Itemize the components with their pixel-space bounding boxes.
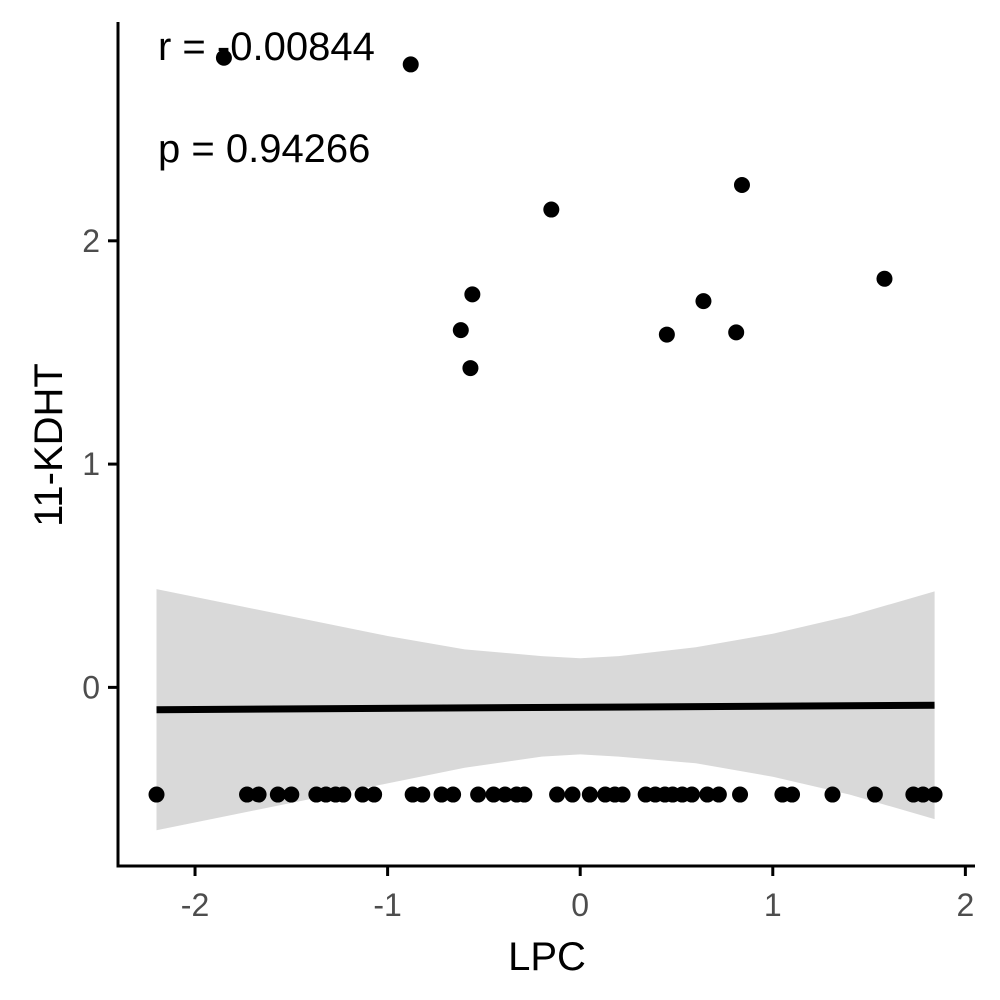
points-layer — [148, 49, 943, 803]
data-point — [915, 786, 932, 803]
data-point — [683, 786, 700, 803]
data-point — [710, 786, 727, 803]
data-point — [732, 786, 749, 803]
x-axis-title: LPC — [508, 935, 586, 979]
data-point — [250, 786, 267, 803]
fit-line-layer — [156, 701, 935, 714]
data-point — [462, 360, 479, 377]
data-point — [239, 786, 256, 803]
data-point — [695, 293, 712, 310]
data-point — [866, 786, 883, 803]
x-tick-label: -2 — [181, 887, 209, 923]
data-point — [354, 786, 371, 803]
data-point — [283, 786, 300, 803]
data-point — [464, 286, 481, 303]
data-point — [148, 786, 165, 803]
data-point — [366, 786, 383, 803]
data-point — [485, 786, 502, 803]
data-point — [581, 786, 598, 803]
data-point — [658, 326, 675, 343]
data-point — [876, 270, 893, 287]
x-tick-label: -1 — [373, 887, 401, 923]
x-tick-label: 0 — [571, 887, 589, 923]
data-point — [445, 786, 462, 803]
y-axis-title: 11-KDHT — [27, 363, 71, 527]
data-point — [402, 56, 419, 73]
data-point — [614, 786, 631, 803]
x-tick-label: 1 — [764, 887, 782, 923]
data-point — [516, 786, 533, 803]
data-point — [543, 201, 560, 218]
data-point — [497, 786, 514, 803]
data-point — [564, 786, 581, 803]
data-point — [699, 786, 716, 803]
y-tick-label: 2 — [82, 223, 100, 259]
data-point — [470, 786, 487, 803]
data-point — [414, 786, 431, 803]
data-point — [549, 786, 566, 803]
p-annotation: p = 0.94266 — [158, 127, 370, 171]
y-tick-label: 1 — [82, 446, 100, 482]
y-tick-label: 0 — [82, 669, 100, 705]
regression-line — [156, 701, 935, 714]
data-point — [926, 786, 943, 803]
data-point — [215, 49, 232, 66]
data-point — [824, 786, 841, 803]
axes-layer: -2 -1 0 1 2 0 1 2 — [82, 22, 975, 923]
data-point — [728, 324, 745, 341]
data-point — [733, 176, 750, 193]
data-point — [784, 786, 801, 803]
x-tick-label: 2 — [956, 887, 974, 923]
data-point — [335, 786, 352, 803]
data-point — [433, 786, 450, 803]
data-point — [452, 322, 469, 339]
r-annotation: r = -0.00844 — [158, 25, 375, 69]
data-point — [269, 786, 286, 803]
